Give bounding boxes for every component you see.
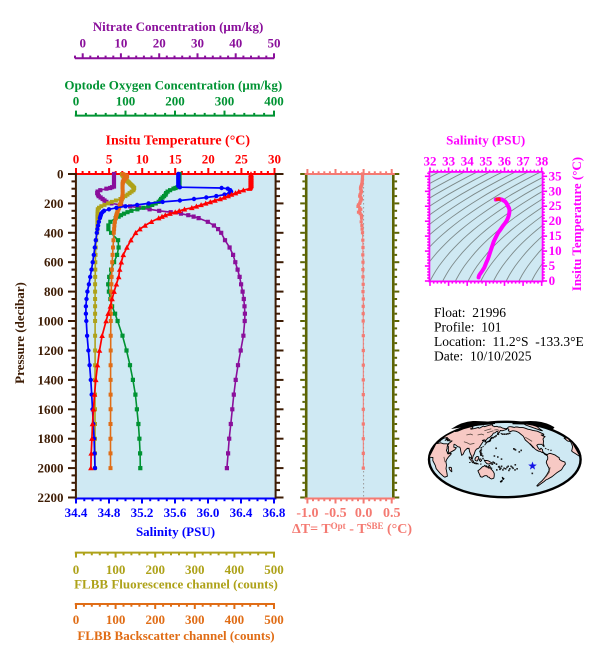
svg-text:Salinity (PSU): Salinity (PSU): [446, 133, 525, 148]
svg-text:0: 0: [57, 167, 64, 182]
svg-text:400: 400: [264, 94, 284, 109]
svg-text:30: 30: [268, 152, 281, 167]
svg-text:0.0: 0.0: [355, 506, 373, 521]
svg-text:5: 5: [106, 152, 113, 167]
svg-text:30: 30: [549, 183, 562, 198]
svg-text:35.2: 35.2: [131, 505, 154, 520]
svg-text:-1.0: -1.0: [296, 506, 318, 521]
svg-text:ΔT= TOpt - TSBE (°C): ΔT= TOpt - TSBE (°C): [292, 521, 412, 537]
svg-text:0.5: 0.5: [383, 506, 401, 521]
svg-text:34: 34: [461, 154, 475, 169]
svg-text:5: 5: [549, 258, 556, 273]
svg-text:0: 0: [549, 273, 556, 288]
svg-text:300: 300: [185, 612, 205, 627]
svg-text:36.8: 36.8: [263, 505, 286, 520]
svg-text:Location: 11.2°S -133.3°E: Location: 11.2°S -133.3°E: [434, 334, 584, 349]
svg-text:20: 20: [153, 36, 166, 51]
svg-text:38: 38: [535, 154, 549, 169]
svg-text:35: 35: [479, 154, 493, 169]
svg-text:1800: 1800: [38, 431, 64, 446]
svg-text:15: 15: [549, 228, 563, 243]
svg-text:Optode Oxygen Concentration (μ: Optode Oxygen Concentration (μm/kg): [64, 77, 282, 92]
svg-text:1200: 1200: [38, 343, 64, 358]
svg-text:Pressure (decibar): Pressure (decibar): [12, 282, 27, 384]
svg-text:10: 10: [114, 36, 127, 51]
svg-text:30: 30: [191, 36, 204, 51]
svg-text:36.4: 36.4: [230, 505, 253, 520]
svg-text:36: 36: [498, 154, 512, 169]
svg-text:Profile: 101: Profile: 101: [434, 320, 502, 335]
svg-text:0: 0: [73, 94, 80, 109]
svg-text:33: 33: [442, 154, 456, 169]
svg-text:25: 25: [235, 152, 249, 167]
svg-text:800: 800: [44, 284, 64, 299]
svg-text:500: 500: [264, 562, 284, 577]
svg-text:200: 200: [145, 612, 165, 627]
svg-text:Date: 10/10/2025: Date: 10/10/2025: [434, 349, 532, 364]
svg-text:35: 35: [549, 168, 563, 183]
svg-text:Salinity (PSU): Salinity (PSU): [136, 524, 215, 539]
svg-text:Nitrate Concentration (μm/kg): Nitrate Concentration (μm/kg): [93, 19, 264, 34]
svg-text:300: 300: [185, 562, 205, 577]
svg-text:200: 200: [145, 562, 165, 577]
svg-text:2200: 2200: [38, 490, 64, 505]
svg-text:FLBB Fluorescence channel (cou: FLBB Fluorescence channel (counts): [74, 577, 278, 592]
svg-text:35.6: 35.6: [164, 505, 187, 520]
svg-text:Float: 21996: Float: 21996: [434, 305, 506, 320]
svg-text:32: 32: [424, 154, 437, 169]
svg-text:2000: 2000: [38, 461, 64, 476]
svg-text:400: 400: [44, 225, 64, 240]
svg-text:500: 500: [264, 612, 284, 627]
svg-text:400: 400: [225, 562, 245, 577]
svg-text:Insitu Temperature (°C): Insitu Temperature (°C): [569, 157, 584, 291]
svg-text:34.4: 34.4: [65, 505, 88, 520]
svg-text:50: 50: [268, 36, 281, 51]
svg-text:200: 200: [44, 196, 64, 211]
svg-text:200: 200: [165, 94, 185, 109]
svg-text:0: 0: [79, 36, 86, 51]
svg-text:Insitu Temperature (°C): Insitu Temperature (°C): [106, 134, 251, 149]
svg-text:40: 40: [229, 36, 242, 51]
svg-text:FLBB Backscatter channel (coun: FLBB Backscatter channel (counts): [77, 628, 274, 643]
svg-text:37: 37: [517, 154, 531, 169]
svg-text:1000: 1000: [38, 314, 64, 329]
svg-text:0: 0: [73, 612, 80, 627]
svg-text:-0.5: -0.5: [324, 506, 346, 521]
svg-text:1400: 1400: [38, 372, 64, 387]
svg-text:0: 0: [73, 562, 80, 577]
svg-text:20: 20: [202, 152, 215, 167]
svg-text:100: 100: [106, 612, 126, 627]
svg-text:600: 600: [44, 255, 64, 270]
svg-text:15: 15: [169, 152, 183, 167]
svg-text:400: 400: [225, 612, 245, 627]
svg-text:36.0: 36.0: [197, 505, 220, 520]
svg-text:100: 100: [106, 562, 126, 577]
svg-text:34.8: 34.8: [98, 505, 121, 520]
svg-text:100: 100: [116, 94, 136, 109]
svg-text:20: 20: [549, 213, 562, 228]
svg-text:10: 10: [136, 152, 149, 167]
svg-text:1600: 1600: [38, 402, 64, 417]
svg-text:0: 0: [73, 152, 80, 167]
svg-text:25: 25: [549, 198, 563, 213]
svg-text:10: 10: [549, 243, 562, 258]
svg-text:300: 300: [215, 94, 235, 109]
